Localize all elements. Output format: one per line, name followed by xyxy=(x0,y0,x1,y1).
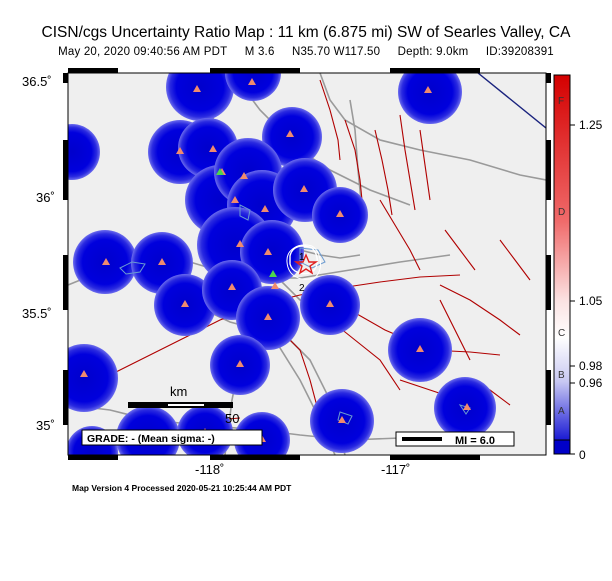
lat-axis-labels: 36.5˚ 36˚ 35.5˚ 35˚ xyxy=(22,74,55,433)
colorbar-letter-c: C xyxy=(558,328,565,339)
contour-label-2: 2 xyxy=(299,283,305,294)
lon-label-117: -117˚ xyxy=(381,462,410,477)
event-depth: Depth: 9.0km xyxy=(397,46,469,58)
colorbar-underflow xyxy=(553,439,571,455)
map-border-ticks xyxy=(63,68,551,460)
colorbar-letter-b: B xyxy=(558,370,565,381)
lon-label-118: -118˚ xyxy=(195,462,224,477)
boundary-line xyxy=(477,73,546,129)
colorbar-letter-d: D xyxy=(558,207,565,218)
lat-label-36: 36˚ xyxy=(36,190,55,205)
colorbar-letter-a: A xyxy=(558,406,565,417)
scale-unit: km xyxy=(170,384,187,399)
contour-label-1: 1 xyxy=(299,252,305,263)
colorbar: F D C B A 1.25 1.05 0.98 0.96 0 xyxy=(553,74,603,462)
event-magnitude: M 3.6 xyxy=(244,46,275,58)
grade-text: GRADE: - (Mean sigma: -) xyxy=(87,433,215,445)
epicenter: 1 2 xyxy=(286,244,321,294)
event-info: May 20, 2020 09:40:56 AM PDT M 3.6 N35.7… xyxy=(0,46,612,58)
colorbar-letter-f: F xyxy=(558,96,564,107)
colorbar-label-0-96: 0.96 xyxy=(579,376,603,390)
lat-label-35-5: 35.5˚ xyxy=(22,306,52,321)
green-stations xyxy=(216,168,277,277)
event-date: May 20, 2020 09:40:56 AM PDT xyxy=(58,46,228,58)
uncertainty-areas xyxy=(68,73,496,455)
colorbar-label-1-05: 1.05 xyxy=(579,294,603,308)
grade-box: GRADE: - (Mean sigma: -) xyxy=(81,429,263,446)
mi-legend: MI = 6.0 xyxy=(395,431,515,447)
colorbar-label-1-25: 1.25 xyxy=(579,118,603,132)
scale-value: 50 xyxy=(225,411,239,426)
lon-axis-labels: -118˚ -117˚ xyxy=(195,462,410,477)
colorbar-label-0: 0 xyxy=(579,448,586,462)
colorbar-gradient xyxy=(553,74,571,441)
map-version-footer: Map Version 4 Processed 2020-05-21 10:25… xyxy=(72,483,292,493)
event-id: ID:39208391 xyxy=(485,46,554,58)
colorbar-label-0-98: 0.98 xyxy=(579,359,603,373)
event-location: N35.70 W117.50 xyxy=(291,46,381,58)
map-title: CISN/cgs Uncertainty Ratio Map : 11 km (… xyxy=(41,24,571,41)
epicenter-star-icon xyxy=(293,253,319,275)
mi-label: MI = 6.0 xyxy=(455,435,495,447)
lat-label-35: 35˚ xyxy=(36,418,55,433)
scale-bar: km 50 xyxy=(128,384,239,426)
lat-label-36-5: 36.5˚ xyxy=(22,74,52,89)
